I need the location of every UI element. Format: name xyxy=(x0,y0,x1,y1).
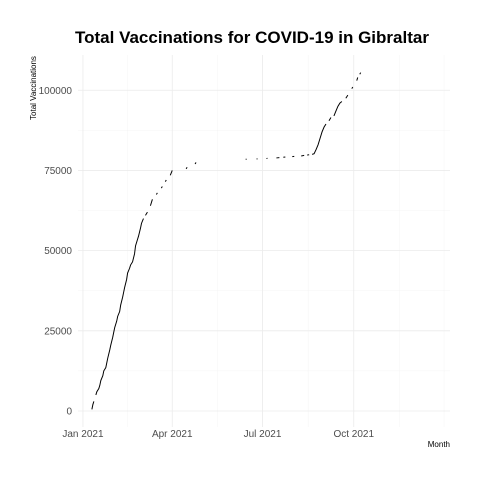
series-line-segment xyxy=(311,123,327,155)
series-line-segment xyxy=(95,218,144,396)
y-tick-label: 25000 xyxy=(44,326,72,337)
x-tick-label: Apr 2021 xyxy=(152,429,193,440)
x-tick-label: Jan 2021 xyxy=(62,429,104,440)
x-tick-label: Oct 2021 xyxy=(333,429,374,440)
series-line-segment xyxy=(164,179,167,182)
series-line xyxy=(91,72,362,410)
series-line-segment xyxy=(145,211,148,216)
y-tick-label: 0 xyxy=(66,406,72,417)
series-line-segment xyxy=(169,170,173,176)
series-line-segment xyxy=(333,101,343,117)
series-line-segment xyxy=(185,166,188,170)
grid xyxy=(78,55,450,427)
y-tick-label: 100000 xyxy=(39,86,73,97)
y-axis-title: Total Vaccinations xyxy=(29,56,38,120)
x-tick-label: Jul 2021 xyxy=(244,429,282,440)
series-line-segment xyxy=(356,77,359,81)
series-line-segment xyxy=(155,192,158,195)
series-line-segment xyxy=(301,154,305,157)
series-line-segment xyxy=(345,94,349,99)
x-axis-title: Month xyxy=(428,440,450,449)
series-line-segment xyxy=(328,117,332,122)
chart-title: Total Vaccinations for COVID-19 in Gibra… xyxy=(75,28,429,47)
series-line-segment xyxy=(160,186,163,189)
series-line-segment xyxy=(351,86,354,89)
y-tick-label: 50000 xyxy=(44,246,72,257)
series-line-segment xyxy=(149,199,153,206)
series-line-segment xyxy=(91,401,95,410)
tick-labels: Jan 2021 Apr 2021 Jul 2021 Oct 2021 0 25000 50… xyxy=(39,86,375,440)
y-tick-label: 75000 xyxy=(44,166,72,177)
series-line-segment xyxy=(194,162,197,165)
series-line-segment xyxy=(359,72,362,75)
